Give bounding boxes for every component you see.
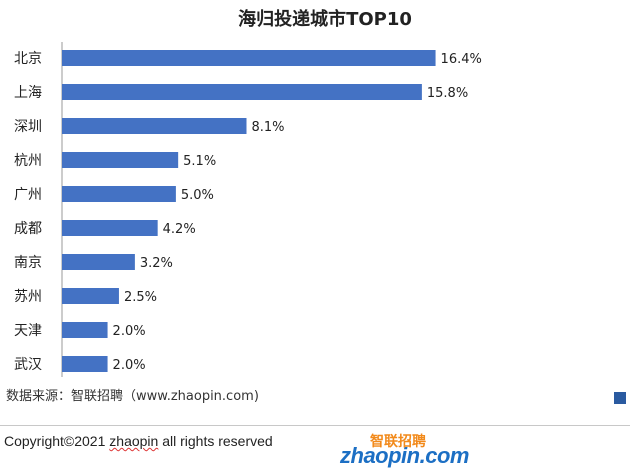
copyright-suffix: all rights reserved [158,433,273,449]
bar [62,84,422,100]
logo-chinese: 智联招聘 [370,434,426,450]
value-label: 3.2% [140,256,173,271]
value-label: 5.1% [183,154,216,169]
category-label: 南京 [14,255,42,271]
value-label: 8.1% [252,120,285,135]
category-label: 上海 [14,85,42,101]
decorative-square [614,392,626,404]
copyright-prefix: Copyright©2021 [4,433,110,449]
value-label: 4.2% [163,222,196,237]
value-label: 2.0% [113,358,146,373]
bar [62,186,176,202]
copyright-brand: zhaopin [109,433,159,449]
category-label: 武汉 [14,357,42,373]
bar-chart: 海归投递城市TOP10 北京 16.4% 上海 15.8% 深圳 8.1% 杭州 5.1% 广州… [14,8,482,377]
bar [62,288,119,304]
category-label: 广州 [14,187,42,203]
category-label: 天津 [14,323,42,339]
copyright-text: Copyright©2021 zhaopin all rights reserv… [4,433,273,449]
value-label: 16.4% [441,52,482,67]
value-label: 15.8% [427,86,468,101]
bar [62,254,135,270]
bars-group: 北京 16.4% 上海 15.8% 深圳 8.1% 杭州 5.1% 广州 5.0% 成都 4.2% 南京… [14,50,482,373]
value-label: 2.5% [124,290,157,305]
chart-title: 海归投递城市TOP10 [238,8,412,30]
category-label: 杭州 [14,153,42,169]
value-label: 2.0% [113,324,146,339]
category-label: 苏州 [14,289,42,305]
category-label: 成都 [14,221,42,237]
bar [62,322,108,338]
bar [62,220,158,236]
bar [62,152,179,168]
zhaopin-logo: zhaopin.com 智联招聘 [340,433,490,469]
category-label: 深圳 [14,119,42,135]
bar [62,356,108,372]
value-label: 5.0% [181,188,214,203]
logo-english: zhaopin.com [340,443,469,468]
category-label: 北京 [14,51,42,67]
data-source-note: 数据来源：智联招聘（www.zhaopin.com) [6,389,259,404]
footer-divider [0,425,630,426]
bar [62,118,247,134]
bar [62,50,436,66]
